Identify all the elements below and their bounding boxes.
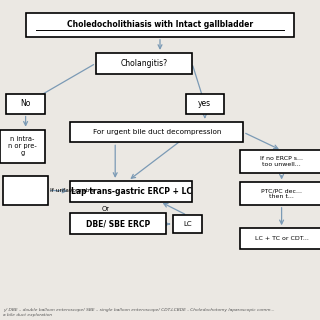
- Text: LC: LC: [183, 221, 191, 227]
- FancyBboxPatch shape: [70, 181, 192, 202]
- Text: No: No: [20, 100, 31, 108]
- Text: Lap trans-gastric ERCP + LC: Lap trans-gastric ERCP + LC: [71, 187, 192, 196]
- FancyBboxPatch shape: [240, 182, 320, 205]
- Text: Choledocholithiasis with Intact gallbladder: Choledocholithiasis with Intact gallblad…: [67, 20, 253, 29]
- FancyBboxPatch shape: [173, 215, 202, 233]
- FancyBboxPatch shape: [240, 228, 320, 249]
- FancyBboxPatch shape: [6, 94, 45, 114]
- Text: PTC/PC dec...
then t...: PTC/PC dec... then t...: [261, 188, 302, 199]
- Text: If no ERCP s...
too unwell...: If no ERCP s... too unwell...: [260, 156, 303, 167]
- FancyBboxPatch shape: [96, 53, 192, 74]
- FancyBboxPatch shape: [240, 150, 320, 173]
- Text: LC + TC or CDT...: LC + TC or CDT...: [255, 236, 308, 241]
- Text: y/ DBE – double balloon enteroscope/ SBE – single balloon enteroscope/ CDT-LCBDE: y/ DBE – double balloon enteroscope/ SBE…: [3, 308, 275, 317]
- FancyBboxPatch shape: [70, 213, 166, 234]
- FancyBboxPatch shape: [26, 13, 294, 37]
- FancyBboxPatch shape: [0, 130, 45, 163]
- FancyBboxPatch shape: [3, 176, 48, 205]
- Text: If unfavourable: If unfavourable: [50, 188, 94, 193]
- Text: yes: yes: [198, 100, 212, 108]
- FancyBboxPatch shape: [70, 122, 243, 142]
- Text: For urgent bile duct decompression: For urgent bile duct decompression: [92, 129, 221, 135]
- Text: DBE/ SBE ERCP: DBE/ SBE ERCP: [86, 219, 150, 228]
- Text: n intra-
n or pre-
g: n intra- n or pre- g: [8, 136, 37, 156]
- FancyBboxPatch shape: [186, 94, 224, 114]
- Text: Or: Or: [102, 206, 109, 212]
- Text: Cholangitis?: Cholangitis?: [120, 59, 168, 68]
